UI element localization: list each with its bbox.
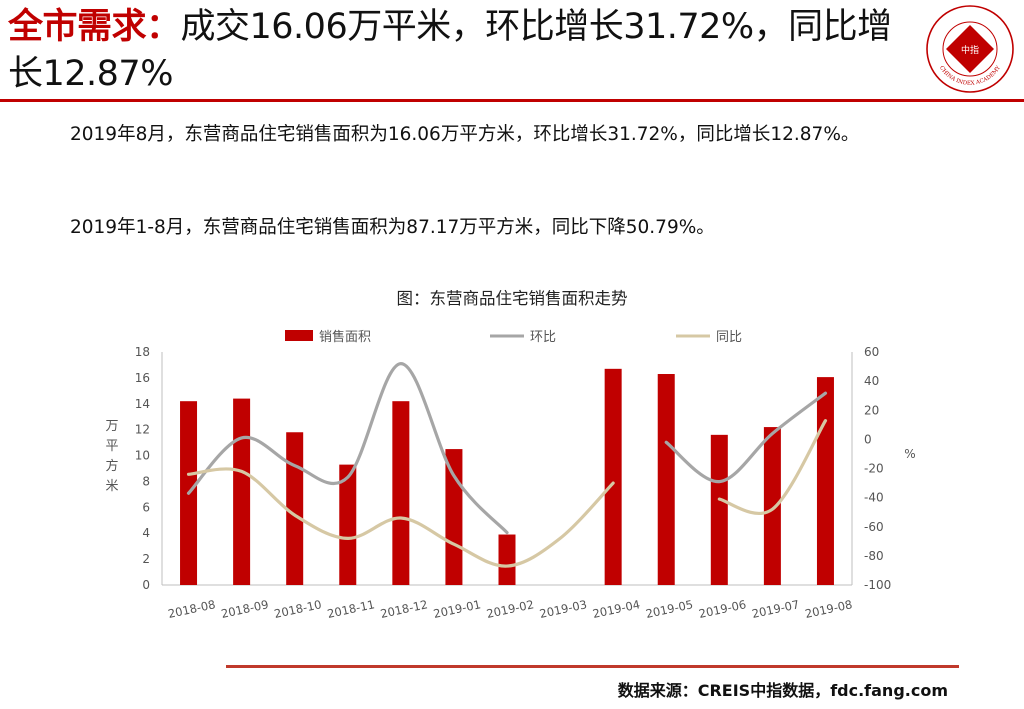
y-tick-label: 4 bbox=[142, 526, 150, 540]
logo-center-text: 中指 bbox=[961, 44, 979, 56]
y-tick-label: 12 bbox=[135, 423, 150, 437]
bar-2019-04 bbox=[604, 368, 622, 585]
x-tick-label: 2018-08 bbox=[167, 597, 217, 621]
footer-divider bbox=[226, 665, 959, 668]
x-tick-label: 2019-08 bbox=[804, 597, 854, 621]
data-source: 数据来源：CREIS中指数据，fdc.fang.com bbox=[617, 681, 948, 700]
bar-2019-01 bbox=[445, 449, 463, 585]
y-tick-label: 8 bbox=[142, 474, 150, 488]
bar-2018-11 bbox=[339, 464, 357, 585]
legend-sales-label: 销售面积 bbox=[319, 329, 371, 345]
bar-2019-05 bbox=[657, 374, 675, 585]
x-tick-label: 2019-05 bbox=[644, 597, 694, 621]
legend-mom-label: 环比 bbox=[530, 330, 556, 345]
x-tick-label: 2018-09 bbox=[220, 597, 270, 621]
y-tick-label: 6 bbox=[142, 500, 150, 514]
bar-2019-08 bbox=[816, 377, 834, 585]
x-tick-label: 2019-03 bbox=[538, 597, 588, 621]
y-axis-label-char: 方 bbox=[105, 458, 118, 474]
title-divider bbox=[0, 99, 1024, 102]
bar-2018-12 bbox=[392, 401, 410, 585]
y-tick-label: 14 bbox=[135, 397, 150, 411]
y-tick-label: 16 bbox=[135, 371, 150, 385]
bar-2019-02 bbox=[498, 534, 516, 585]
logo-diamond bbox=[946, 25, 994, 73]
y2-tick-label: 20 bbox=[864, 403, 879, 417]
slide-title: 全市需求：成交16.06万平米，环比增长31.72%，同比增长12.87% bbox=[8, 4, 908, 98]
x-tick-label: 2019-02 bbox=[485, 597, 535, 621]
yoy-line-segment-1 bbox=[717, 419, 828, 516]
x-tick-label: 2019-01 bbox=[432, 597, 482, 621]
bar-2019-06 bbox=[710, 434, 728, 585]
y2-tick-label: -100 bbox=[864, 578, 891, 592]
x-tick-label: 2019-07 bbox=[751, 597, 801, 621]
paragraph-ytd: 2019年1-8月，东营商品住宅销售面积为87.17万平方米，同比下降50.79… bbox=[70, 217, 715, 238]
title-bar: 全市需求：成交16.06万平米，环比增长31.72%，同比增长12.87% bbox=[8, 4, 908, 98]
x-tick-label: 2019-06 bbox=[698, 597, 748, 621]
bar-2018-10 bbox=[286, 432, 304, 585]
legend-sales-swatch bbox=[285, 330, 313, 341]
yoy-line-segment-0 bbox=[186, 467, 615, 568]
title-keyword: 全市需求： bbox=[8, 7, 181, 47]
y2-tick-label: 0 bbox=[864, 432, 872, 446]
y2-axis-label: % bbox=[904, 447, 915, 461]
logo-outer-ring bbox=[926, 5, 1014, 93]
x-tick-label: 2018-10 bbox=[273, 597, 323, 621]
y-tick-label: 2 bbox=[142, 552, 150, 566]
bar-2018-09 bbox=[233, 398, 251, 585]
y2-tick-label: -80 bbox=[864, 549, 884, 563]
y2-tick-label: -40 bbox=[864, 491, 884, 505]
mom-line-segment-1 bbox=[664, 391, 828, 484]
title-rest: 成交16.06万平米，环比增长31.72%，同比增长12.87% bbox=[8, 7, 892, 94]
paragraph-monthly: 2019年8月，东营商品住宅销售面积为16.06万平方米，环比增长31.72%，… bbox=[70, 124, 860, 145]
y-tick-label: 18 bbox=[135, 345, 150, 359]
x-tick-label: 2019-04 bbox=[591, 597, 641, 621]
x-tick-label: 2018-12 bbox=[379, 597, 429, 621]
y2-tick-label: -60 bbox=[864, 520, 884, 534]
y-tick-label: 10 bbox=[135, 449, 150, 463]
y-axis-label-char: 米 bbox=[105, 479, 118, 494]
legend-yoy-label: 同比 bbox=[716, 330, 742, 345]
bar-2019-07 bbox=[763, 427, 781, 585]
y2-tick-label: 60 bbox=[864, 345, 879, 359]
y2-tick-label: -20 bbox=[864, 462, 884, 476]
mom-line-segment-0 bbox=[186, 362, 509, 535]
china-index-academy-logo: 中指 CHINA INDEX ACADEMY bbox=[926, 5, 1014, 93]
x-tick-label: 2018-11 bbox=[326, 597, 376, 621]
chart-title: 图：东营商品住宅销售面积走势 bbox=[396, 289, 628, 308]
y-tick-label: 0 bbox=[142, 578, 150, 592]
logo-inner-ring bbox=[942, 21, 998, 77]
y-axis-label-char: 平 bbox=[105, 439, 118, 454]
y2-tick-label: 40 bbox=[864, 374, 879, 388]
y-axis-label-char: 万 bbox=[105, 419, 118, 434]
